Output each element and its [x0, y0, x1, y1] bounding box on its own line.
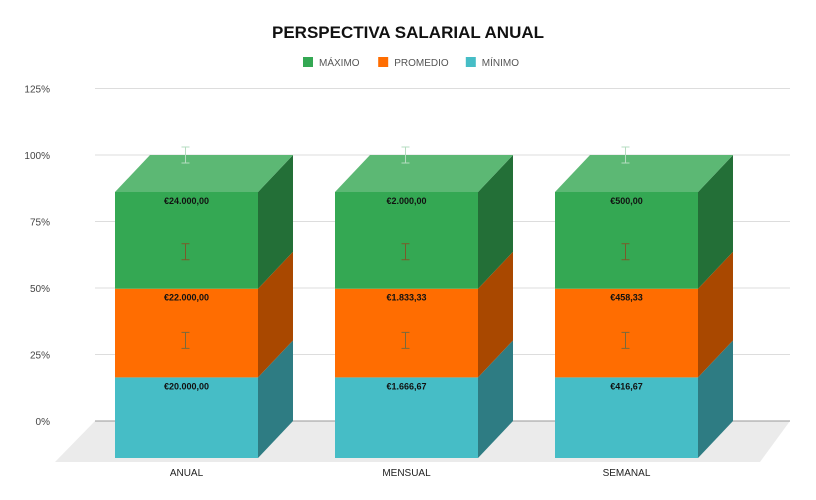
bar-group-semanal: €416,67 €458,33 €500,00 SEMANAL	[555, 146, 733, 479]
error-bar	[181, 331, 190, 349]
bar-segment[interactable]	[335, 192, 478, 289]
x-tick-label: ANUAL	[170, 468, 204, 479]
legend-label: MÍNIMO	[482, 56, 519, 69]
bar-top	[555, 155, 733, 192]
error-bar	[401, 146, 410, 164]
data-label: €416,67	[610, 381, 643, 391]
y-tick-label: 125%	[24, 85, 50, 96]
y-tick-label: 25%	[30, 351, 50, 362]
bar-top	[335, 155, 513, 192]
bar-side	[258, 155, 293, 289]
bar-side	[478, 155, 513, 289]
bar-segment[interactable]	[335, 377, 478, 458]
bar-segment[interactable]	[335, 288, 478, 378]
data-label: €1.666,67	[386, 381, 426, 391]
bar-side	[478, 340, 513, 458]
bar-segment[interactable]	[115, 192, 258, 289]
bar-segment[interactable]	[555, 288, 698, 378]
bar-top	[115, 155, 293, 192]
x-tick-label: MENSUAL	[382, 468, 431, 479]
bar-group-anual: €20.000,00 €22.000,00 €24.000,00 ANUAL	[115, 146, 293, 479]
y-tick-label: 50%	[30, 284, 50, 295]
legend-swatch	[378, 57, 389, 67]
data-label: €22.000,00	[164, 293, 209, 303]
bar-segment[interactable]	[555, 377, 698, 458]
data-label: €458,33	[610, 293, 643, 303]
bar-segment[interactable]	[115, 288, 258, 378]
y-tick-label: 75%	[30, 218, 50, 229]
data-label: €24.000,00	[164, 196, 209, 206]
legend: MÁXIMO PROMEDIO MÍNIMO	[303, 56, 519, 69]
legend-label: PROMEDIO	[394, 58, 449, 69]
data-label: €2.000,00	[386, 196, 426, 206]
error-bar	[621, 243, 630, 261]
legend-item[interactable]: PROMEDIO	[378, 57, 449, 69]
bar-group-mensual: €1.666,67 €1.833,33 €2.000,00 MENSUAL	[335, 146, 513, 479]
bar-side	[698, 340, 733, 458]
legend-swatch	[465, 57, 476, 67]
x-tick-label: SEMANAL	[603, 468, 651, 479]
bar-side	[258, 340, 293, 458]
error-bar	[181, 146, 190, 164]
data-label: €20.000,00	[164, 381, 209, 391]
legend-item[interactable]: MÍNIMO	[465, 56, 519, 69]
legend-swatch	[303, 57, 313, 67]
error-bar	[181, 243, 190, 261]
error-bar	[621, 331, 630, 349]
data-label: €500,00	[610, 196, 643, 206]
y-tick-label: 100%	[24, 151, 50, 162]
data-label: €1.833,33	[386, 293, 426, 303]
bar-side	[258, 251, 293, 378]
legend-item[interactable]: MÁXIMO	[303, 56, 360, 69]
chart-title: PERSPECTIVA SALARIAL ANUAL	[272, 23, 544, 42]
error-bar	[401, 331, 410, 349]
bars: €20.000,00 €22.000,00 €24.000,00 ANUAL €1.66…	[115, 146, 733, 479]
bar-side	[698, 251, 733, 378]
bar-segment[interactable]	[115, 377, 258, 458]
error-bar	[401, 243, 410, 261]
legend-label: MÁXIMO	[319, 56, 360, 69]
bar-side	[698, 155, 733, 289]
y-tick-label: 0%	[36, 417, 51, 428]
bar-side	[478, 251, 513, 378]
bar-segment[interactable]	[555, 192, 698, 289]
error-bar	[621, 146, 630, 164]
